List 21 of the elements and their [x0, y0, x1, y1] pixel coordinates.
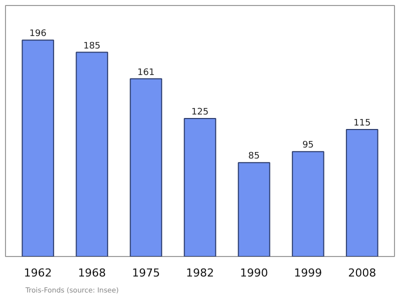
x-tick-label: 1982: [186, 266, 214, 280]
data-label: 115: [353, 118, 371, 129]
bar: [76, 52, 108, 256]
x-tick-label: 2008: [348, 266, 376, 280]
x-tick-label: 1962: [24, 266, 52, 280]
bar: [346, 129, 378, 256]
x-tick-label: 1990: [240, 266, 268, 280]
bar: [184, 118, 216, 256]
data-label: 95: [302, 140, 314, 151]
data-label: 125: [191, 108, 209, 118]
data-label: 185: [83, 41, 101, 52]
x-tick-label: 1999: [294, 266, 322, 280]
bar: [22, 40, 54, 256]
data-label: 196: [29, 29, 47, 40]
x-tick-label: 1975: [132, 266, 160, 280]
data-label: 85: [248, 152, 260, 162]
data-label: 161: [137, 68, 155, 78]
x-tick-label: 1968: [78, 266, 106, 280]
bar: [130, 78, 162, 256]
bar: [238, 162, 270, 256]
bar: [292, 151, 324, 256]
